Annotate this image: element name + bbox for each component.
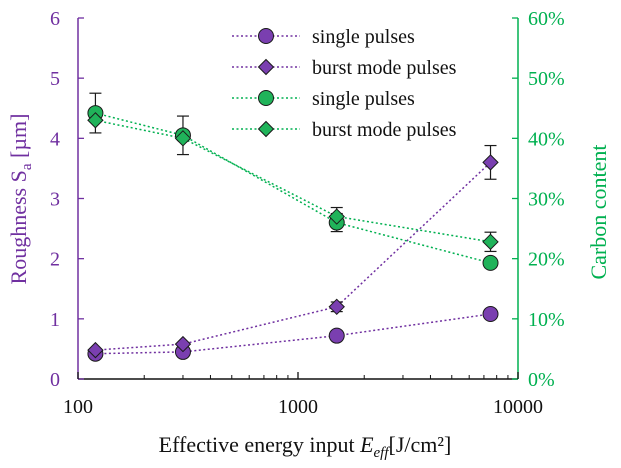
- right-y-tick-label: 60%: [528, 8, 565, 30]
- plot-area: [87, 92, 499, 362]
- x-tick-label: 1000: [278, 396, 318, 418]
- left-y-tick-label: 0: [50, 369, 60, 391]
- data-point-diamond: [174, 130, 192, 147]
- left-y-tick-label: 6: [50, 8, 60, 30]
- left-y-axis-title: Roughness Sa [µm]: [6, 114, 35, 285]
- data-point-diamond: [87, 112, 104, 129]
- left-y-tick-label: 3: [50, 189, 60, 211]
- x-axis-title: Effective energy input Eeff[J/cm²]: [159, 432, 452, 461]
- legend-marker-diamond: [257, 120, 275, 138]
- x-tick-label: 100: [63, 396, 93, 418]
- right-y-tick-label: 0%: [528, 369, 555, 391]
- right-y-tick-label: 10%: [528, 309, 565, 331]
- legend-marker-circle: [258, 90, 274, 106]
- data-point-diamond: [482, 154, 499, 171]
- data-point-diamond: [482, 233, 499, 251]
- right-y-tick-label: 20%: [528, 249, 565, 271]
- legend-marker-diamond: [257, 58, 275, 76]
- legend-label: burst mode pulses: [312, 119, 457, 141]
- x-axis-title-unit: [J/cm²]: [389, 432, 452, 457]
- data-point-circle: [328, 327, 345, 344]
- left-y-axis-title-unit: [µm]: [6, 114, 31, 164]
- legend: single pulses burst mode pulses single pul…: [232, 26, 457, 141]
- series-line-1: [95, 313, 491, 355]
- legend-label: burst mode pulses: [312, 57, 457, 79]
- legend-entry-1: single pulses: [232, 26, 415, 48]
- series-line-3: [95, 112, 491, 264]
- left-y-tick-label: 2: [50, 249, 60, 271]
- right-y-axis-title: Carbon content: [586, 144, 611, 279]
- data-point-diamond: [174, 335, 192, 353]
- left-y-axis-title-subscript: a: [19, 163, 35, 170]
- left-y-tick-label: 1: [50, 309, 60, 331]
- x-axis-title-subscript: eff: [374, 445, 391, 461]
- data-point-diamond: [328, 298, 345, 316]
- left-y-tick-label: 5: [50, 68, 60, 90]
- series-line-4: [95, 119, 491, 243]
- legend-entry-4: burst mode pulses: [232, 119, 457, 141]
- data-point-circle: [482, 306, 499, 323]
- legend-label: single pulses: [312, 26, 415, 48]
- series-line-2: [95, 161, 492, 351]
- left-y-tick-label: 4: [50, 128, 60, 150]
- data-point-diamond: [87, 341, 104, 359]
- right-y-tick-label: 30%: [528, 189, 565, 211]
- data-point-diamond: [328, 208, 345, 225]
- data-point-circle: [482, 254, 499, 271]
- x-tick-label: 10000: [493, 396, 543, 418]
- right-y-tick-label: 40%: [528, 128, 565, 150]
- legend-entry-3: single pulses: [232, 88, 415, 110]
- x-axis-title-prefix: Effective energy input: [159, 432, 360, 457]
- legend-label: single pulses: [312, 88, 415, 110]
- legend-entry-2: burst mode pulses: [232, 57, 457, 79]
- left-y-axis-title-text: Roughness S: [6, 170, 31, 284]
- x-axis-title-symbol: E: [359, 432, 374, 457]
- right-y-tick-label: 50%: [528, 68, 565, 90]
- legend-marker-circle: [258, 28, 274, 44]
